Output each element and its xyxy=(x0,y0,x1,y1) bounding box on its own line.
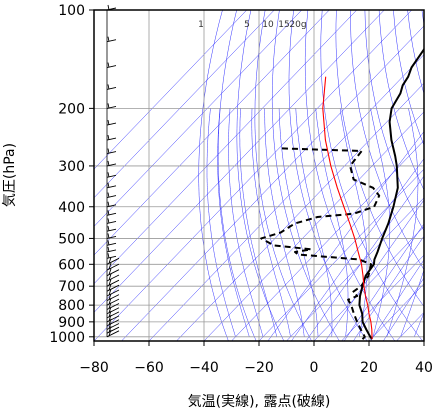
isotherm xyxy=(94,10,412,341)
dewpoint-profile xyxy=(260,147,381,340)
wind-barb xyxy=(106,36,117,43)
wind-barb xyxy=(106,192,117,199)
y-tick-label: 900 xyxy=(58,315,85,331)
moist-adiabat xyxy=(414,312,424,337)
dry-adiabat xyxy=(217,10,257,341)
pressure-temperature-grid xyxy=(94,10,424,341)
wind-barb xyxy=(106,268,120,277)
mixing-ratio-label: 10 xyxy=(262,20,274,30)
wind-barb xyxy=(106,160,117,167)
moist-adiabat xyxy=(370,108,391,337)
moist-adiabat xyxy=(428,108,435,336)
wind-barb xyxy=(106,262,120,271)
dry-adiabat xyxy=(393,10,424,147)
wind-barb xyxy=(106,182,117,189)
wind-barb xyxy=(106,62,117,68)
dry-adiabat xyxy=(378,10,424,191)
mixing-ratio-line xyxy=(267,131,424,341)
y-tick-label: 800 xyxy=(58,298,85,314)
wind-barb xyxy=(106,257,120,265)
x-tick-label: −80 xyxy=(79,360,109,376)
sounding-profiles xyxy=(260,47,424,340)
wind-barb xyxy=(106,279,120,287)
wind-barbs-column xyxy=(106,4,120,338)
x-axis-title: 気温(実線), 露点(破線) xyxy=(188,394,331,410)
mixing-ratio-label: 1 xyxy=(198,20,204,30)
mixing-ratio-line xyxy=(305,175,424,341)
isotherm xyxy=(94,10,247,170)
wind-barb xyxy=(106,4,117,11)
x-tick-label: −60 xyxy=(134,360,164,376)
mixing-ratio-line xyxy=(343,223,424,341)
x-tick-label: 40 xyxy=(415,360,433,376)
dry-adiabat xyxy=(236,10,285,341)
wind-barb xyxy=(106,172,117,178)
wind-barb xyxy=(106,120,117,126)
wind-barb xyxy=(106,210,117,216)
moist-adiabat xyxy=(239,108,278,337)
mixing-ratio-label: 5 xyxy=(244,20,250,30)
wind-barb xyxy=(106,273,120,282)
isotherm xyxy=(94,10,330,256)
isotherm xyxy=(148,54,424,341)
wind-barb xyxy=(106,148,117,155)
temperature-profile xyxy=(358,47,424,340)
wind-barb xyxy=(106,84,117,90)
x-tick-label: 0 xyxy=(310,360,319,376)
dry-adiabat xyxy=(335,10,424,308)
wind-barb xyxy=(106,218,117,224)
wind-barb xyxy=(106,329,120,338)
x-axis-ticks: −80 −60 −40 −20 0 20 40 xyxy=(79,341,433,376)
isotherm xyxy=(94,10,275,199)
y-tick-label: 600 xyxy=(58,257,85,273)
dry-adiabat xyxy=(320,10,423,341)
parcel-profile xyxy=(322,76,373,340)
mixing-ratio-line xyxy=(353,235,424,341)
x-tick-label: −20 xyxy=(244,360,274,376)
moist-adiabat xyxy=(206,108,236,337)
y-tick-label: 200 xyxy=(58,101,85,117)
wind-barb xyxy=(106,226,117,232)
dry-adiabat xyxy=(350,10,424,271)
dry-adiabat xyxy=(271,10,340,341)
isotherm xyxy=(94,10,357,285)
mixing-ratio-label: 20g xyxy=(289,20,306,30)
isotherm xyxy=(176,82,424,341)
y-tick-label: 700 xyxy=(58,279,85,295)
mixing-ratio-line xyxy=(291,158,424,341)
wind-barb xyxy=(106,103,117,109)
wind-barb xyxy=(106,201,117,208)
y-axis-title: 気圧(hPa) xyxy=(2,143,18,207)
y-tick-label: 300 xyxy=(58,159,85,175)
wind-barb xyxy=(106,240,117,246)
dry-adiabat xyxy=(364,10,424,232)
isotherm xyxy=(94,10,302,227)
wind-barb xyxy=(106,233,117,239)
wind-barb xyxy=(106,134,117,141)
x-tick-label: 20 xyxy=(360,360,378,376)
wind-barb xyxy=(106,253,117,259)
isotherm xyxy=(423,340,424,341)
isotherm xyxy=(368,283,424,341)
mixing-ratio-labels: 1 5 10 15 20g xyxy=(198,20,306,30)
x-tick-label: −40 xyxy=(189,360,219,376)
mixing-ratio-line xyxy=(325,199,424,341)
moist-adiabat xyxy=(228,108,264,337)
moist-adiabat xyxy=(400,269,424,337)
dry-adiabat xyxy=(254,10,312,341)
y-tick-label: 400 xyxy=(58,200,85,216)
y-tick-label: 100 xyxy=(58,3,85,19)
dry-adiabat xyxy=(304,10,396,341)
y-tick-label: 500 xyxy=(58,231,85,247)
wind-barb xyxy=(106,288,120,297)
mixing-ratio-label: 15 xyxy=(278,20,289,30)
y-tick-label: 1000 xyxy=(49,330,85,346)
mixing-ratio-line xyxy=(383,277,424,341)
wind-barb xyxy=(106,284,120,292)
mixing-ratio-line xyxy=(370,259,424,341)
dry-adiabat xyxy=(198,10,229,341)
wind-barb xyxy=(106,246,117,253)
